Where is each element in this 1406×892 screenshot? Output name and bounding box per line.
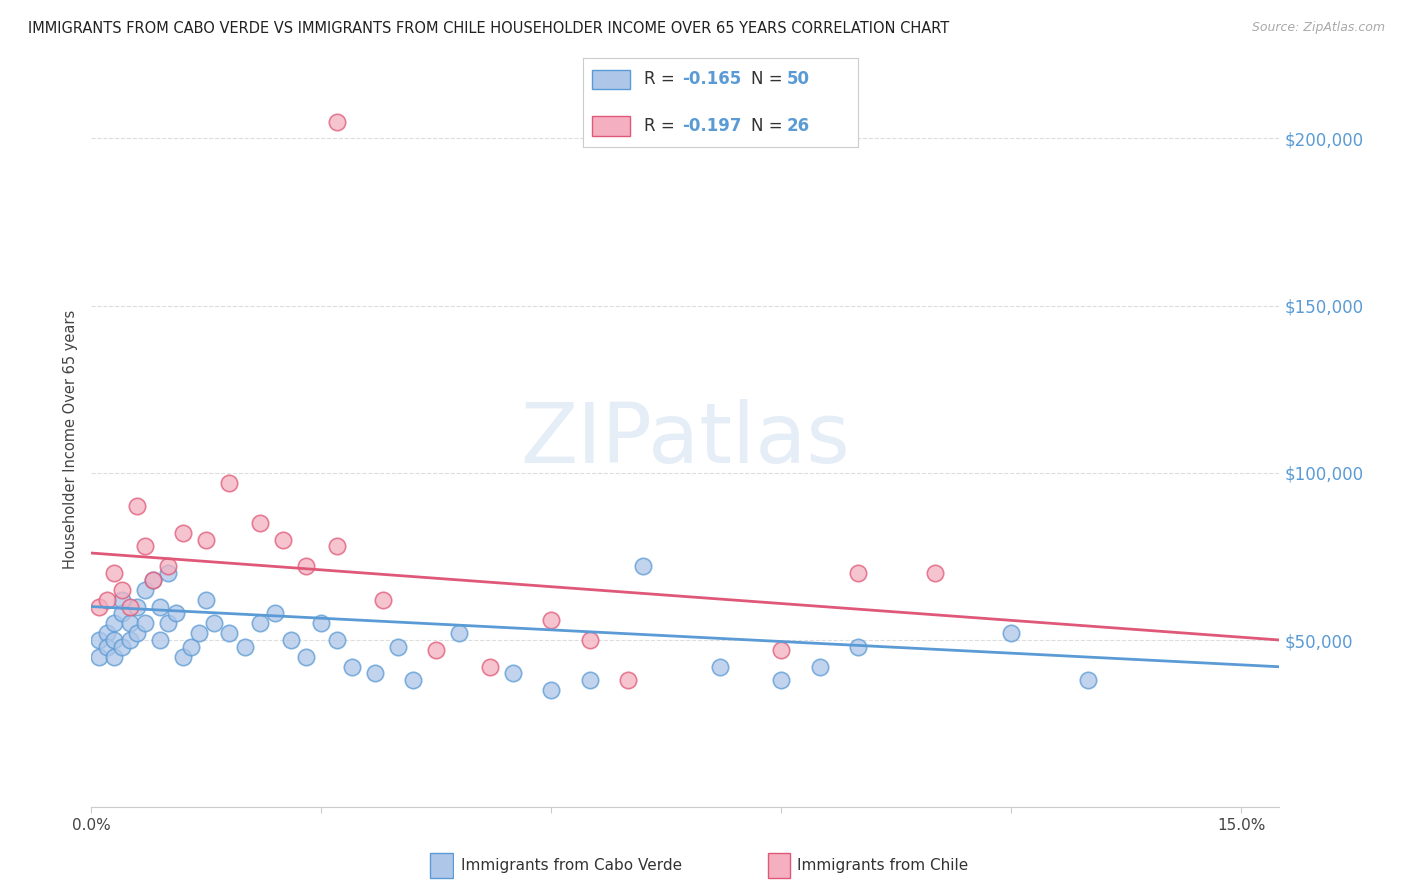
Point — [709, 660, 731, 674]
Point — [502, 666, 524, 681]
Point — [142, 573, 165, 587]
Point — [118, 633, 141, 648]
Point — [127, 500, 149, 514]
Point — [96, 640, 118, 654]
Text: N =: N = — [751, 117, 787, 135]
Point — [165, 607, 187, 621]
FancyBboxPatch shape — [592, 116, 630, 136]
Text: 50: 50 — [786, 70, 810, 88]
Point — [111, 592, 134, 607]
Point — [118, 599, 141, 614]
Text: Source: ZipAtlas.com: Source: ZipAtlas.com — [1251, 21, 1385, 34]
Point — [770, 643, 793, 657]
Text: R =: R = — [644, 70, 681, 88]
Point — [87, 633, 110, 648]
Point — [402, 673, 425, 687]
Point — [134, 616, 156, 631]
Point — [103, 633, 125, 648]
Point — [271, 533, 294, 547]
Point — [295, 559, 318, 574]
Point — [371, 592, 394, 607]
Point — [218, 626, 240, 640]
Point — [478, 660, 501, 674]
Point — [127, 599, 149, 614]
Point — [111, 582, 134, 597]
Point — [157, 616, 180, 631]
Point — [87, 649, 110, 664]
Text: Immigrants from Cabo Verde: Immigrants from Cabo Verde — [461, 858, 682, 872]
Point — [96, 592, 118, 607]
Point — [264, 607, 287, 621]
Point — [808, 660, 831, 674]
Text: ZIPatlas: ZIPatlas — [520, 399, 851, 480]
Point — [1000, 626, 1022, 640]
Point — [846, 640, 869, 654]
Point — [233, 640, 256, 654]
Text: Immigrants from Chile: Immigrants from Chile — [797, 858, 969, 872]
Point — [540, 683, 562, 698]
Point — [449, 626, 471, 640]
Point — [540, 613, 562, 627]
Point — [127, 626, 149, 640]
Point — [157, 566, 180, 581]
Point — [157, 559, 180, 574]
Point — [770, 673, 793, 687]
Point — [578, 673, 600, 687]
Point — [111, 640, 134, 654]
Point — [218, 475, 240, 490]
Point — [202, 616, 225, 631]
Text: 26: 26 — [786, 117, 810, 135]
Point — [172, 526, 194, 541]
Point — [96, 626, 118, 640]
Point — [249, 516, 271, 530]
Point — [1077, 673, 1099, 687]
Point — [311, 616, 333, 631]
Point — [103, 616, 125, 631]
Point — [142, 573, 165, 587]
Text: IMMIGRANTS FROM CABO VERDE VS IMMIGRANTS FROM CHILE HOUSEHOLDER INCOME OVER 65 Y: IMMIGRANTS FROM CABO VERDE VS IMMIGRANTS… — [28, 21, 949, 36]
Point — [149, 633, 172, 648]
Point — [325, 633, 347, 648]
Point — [617, 673, 640, 687]
Point — [187, 626, 209, 640]
Point — [387, 640, 409, 654]
Point — [295, 649, 318, 664]
Point — [325, 539, 347, 553]
Point — [249, 616, 271, 631]
Point — [195, 533, 218, 547]
Point — [325, 114, 347, 128]
Point — [118, 616, 141, 631]
Text: R =: R = — [644, 117, 681, 135]
Y-axis label: Householder Income Over 65 years: Householder Income Over 65 years — [63, 310, 79, 569]
Point — [846, 566, 869, 581]
Point — [280, 633, 302, 648]
Point — [134, 582, 156, 597]
Point — [633, 559, 655, 574]
Point — [149, 599, 172, 614]
Point — [180, 640, 202, 654]
Text: -0.197: -0.197 — [682, 117, 742, 135]
Point — [87, 599, 110, 614]
Point — [924, 566, 946, 581]
FancyBboxPatch shape — [768, 853, 790, 878]
Point — [195, 592, 218, 607]
Point — [103, 566, 125, 581]
Point — [578, 633, 600, 648]
Text: N =: N = — [751, 70, 787, 88]
Text: -0.165: -0.165 — [682, 70, 741, 88]
Point — [425, 643, 447, 657]
FancyBboxPatch shape — [592, 70, 630, 89]
Point — [103, 649, 125, 664]
Point — [111, 607, 134, 621]
FancyBboxPatch shape — [430, 853, 453, 878]
Point — [364, 666, 387, 681]
Point — [340, 660, 363, 674]
Point — [172, 649, 194, 664]
Point — [134, 539, 156, 553]
